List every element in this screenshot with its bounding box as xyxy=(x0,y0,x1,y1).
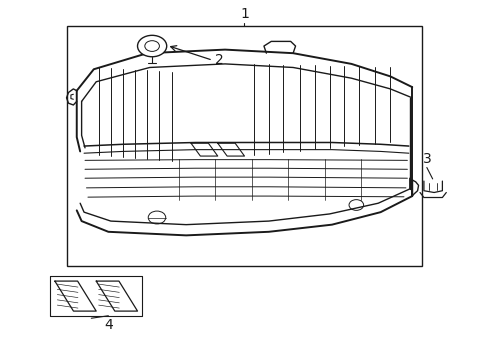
Polygon shape xyxy=(191,143,217,156)
Bar xyxy=(67,26,421,266)
Polygon shape xyxy=(217,143,244,156)
Polygon shape xyxy=(96,281,137,311)
Text: 2: 2 xyxy=(215,53,224,67)
Circle shape xyxy=(137,35,166,57)
Polygon shape xyxy=(55,281,96,311)
Text: 1: 1 xyxy=(240,7,248,21)
Text: 3: 3 xyxy=(422,152,430,166)
Text: 4: 4 xyxy=(104,318,113,332)
